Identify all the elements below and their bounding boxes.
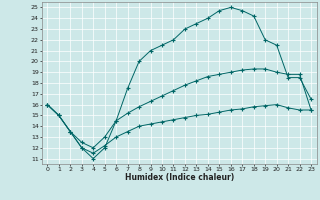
X-axis label: Humidex (Indice chaleur): Humidex (Indice chaleur): [124, 173, 234, 182]
